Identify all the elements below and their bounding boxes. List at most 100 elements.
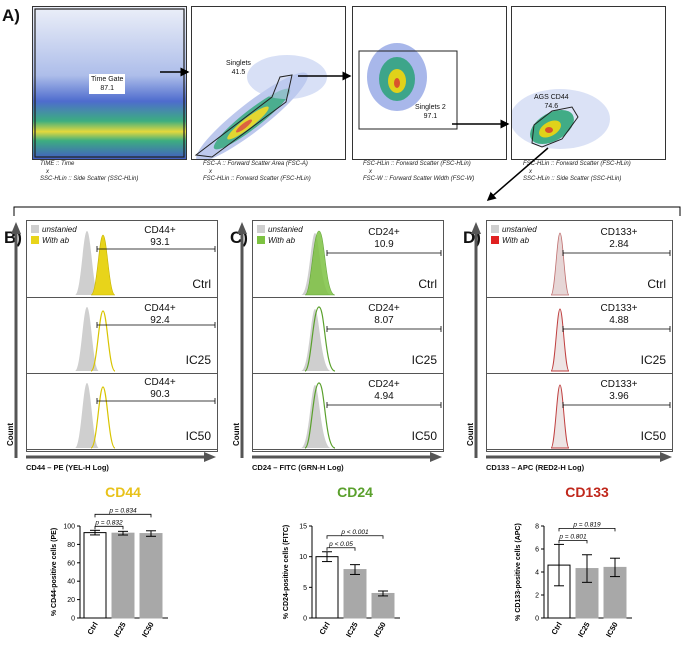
cd24-bar-ctrl (315, 556, 339, 619)
cd44-bar-ic25 (111, 532, 135, 619)
cd44-sig-bracket (94, 525, 124, 530)
singlets2-gate-label: Singlets 2 97.1 (415, 104, 446, 120)
cd133-bar-chart: 0 2 4 6 8 % CD133-positive cells (APC) Ctrl IC2… (515, 521, 632, 639)
cd44-y-tick-label: 80 (67, 542, 75, 549)
time-gate-scatter (33, 7, 186, 159)
cd133-ic50-condition: IC50 (640, 429, 666, 443)
singlets2-axis-caption: FSC-HLin :: Forward Scatter (FSC-HLin) x… (363, 161, 475, 182)
cd44-y-tick-label: 20 (67, 597, 75, 604)
singlets-axis-caption: FSC-A :: Forward Scatter Area (FSC-A) x … (203, 161, 311, 182)
cd44-y-tick-label: 40 (67, 579, 75, 586)
cd24-sig-bracket (326, 547, 356, 551)
cd44-y-tick-label: 100 (63, 524, 75, 531)
cd24-bar-ic25 (343, 569, 367, 619)
cd133-category-label: IC25 (576, 621, 592, 639)
cd24-bar-ic50 (371, 592, 395, 619)
cd44-ic50-condition: IC50 (185, 429, 211, 443)
ags-cd44-dotplot: AGS CD44 74.6 (511, 6, 666, 160)
cd24-histogram-curves (301, 230, 442, 449)
ags-cd44-axis-caption: FSC-HLin :: Forward Scatter (FSC-HLin) x… (523, 161, 631, 182)
cd44-category-label: IC25 (112, 621, 128, 639)
cd133-ic50-gate: CD133+ 3.96 (600, 379, 638, 402)
cd133-y-tick-label: 4 (535, 570, 539, 577)
cd44-histogram-curves (75, 231, 216, 449)
cd24-ctrl-gate: CD24+ 10.9 (368, 227, 400, 250)
cd44-y-tick-label: 0 (71, 616, 75, 623)
cd44-count-arrow (11, 222, 21, 458)
time-gate-dotplot: Time Gate 87.1 (32, 6, 187, 160)
cd133-y-tick-label: 2 (535, 593, 539, 600)
cd44-x-arrow (26, 452, 216, 462)
cd44-ctrl-gate: CD44+ 93.1 (144, 225, 176, 248)
cd44-histogram-frame: unstanied With ab CD44+ 93.1 Ctrl CD44+ 92… (26, 220, 218, 452)
cd44-ctrl-condition: Ctrl (192, 277, 211, 291)
cd133-category-label: IC50 (604, 621, 620, 639)
cd133-y-tick-label: 8 (535, 524, 539, 531)
cd44-sig-bracket (94, 513, 152, 518)
cd24-ic25-condition: IC25 (411, 353, 437, 367)
cd133-y-tick-label: 6 (535, 547, 539, 554)
cd24-sig-bracket (326, 535, 384, 539)
cd133-bar-title: CD133 (565, 484, 609, 500)
cd133-legend: unstanied With ab (491, 224, 537, 246)
singlets-gate-label: Singlets 41.5 (226, 60, 251, 76)
cd44-bar-chart: 0 20 40 60 80 100 % CD44-positive cells (PE) Ct… (51, 507, 168, 639)
cd24-ic50-gate: CD24+ 4.94 (368, 379, 400, 402)
cd133-y-tick-label: 0 (535, 616, 539, 623)
cd133-x-label: CD133 – APC (RED2-H Log) (486, 463, 585, 472)
cd133-ic25-row: CD133+ 4.88 IC25 (487, 297, 672, 374)
cd24-ctrl-peaks (301, 230, 336, 296)
cd133-ctrl-row: unstanied With ab CD133+ 2.84 Ctrl (487, 221, 672, 298)
cd24-histogram-frame: unstanied With ab CD24+ 10.9 Ctrl CD24+ 8.… (252, 220, 444, 452)
cd24-ic50-row: CD24+ 4.94 IC50 (253, 373, 443, 450)
panel-a-letter: A) (2, 6, 20, 25)
cd24-bar-title: CD24 (337, 484, 373, 500)
cd44-ic50-row: CD44+ 90.3 IC50 (27, 373, 217, 450)
cd133-ic25-condition: IC25 (640, 353, 666, 367)
cd24-ctrl-row: unstanied With ab CD24+ 10.9 Ctrl (253, 221, 443, 298)
cd24-ic25-gate: CD24+ 8.07 (368, 303, 400, 326)
cd24-ic50-peaks (301, 382, 336, 449)
cd133-count-arrow (471, 222, 481, 458)
cd44-y-tick-label: 60 (67, 560, 75, 567)
cd24-ic25-peaks (301, 306, 336, 372)
cd44-ic25-peaks (75, 307, 116, 372)
cd44-bar-title: CD44 (105, 484, 141, 500)
cd133-sig-bracket (558, 540, 588, 544)
cd44-legend: unstanied With ab (31, 224, 77, 246)
cd24-p-value: p < 0.05 (328, 541, 353, 548)
cd44-ic25-gate: CD44+ 92.4 (144, 303, 176, 326)
cd24-y-tick-label: 15 (299, 524, 307, 531)
time-gate-axis-caption: TIME :: Time x SSC-HLin :: Side Scatter … (40, 161, 139, 182)
cd133-p-value: p = 0.819 (572, 521, 601, 528)
cd44-ctrl-row: unstanied With ab CD44+ 93.1 Ctrl (27, 221, 217, 298)
cd133-p-value: p = 0.801 (558, 533, 587, 540)
cd133-ctrl-condition: Ctrl (647, 277, 666, 291)
cd24-y-tick-label: 0 (303, 616, 307, 623)
cd24-bar-chart: 0 5 10 15 % CD24-positive cells (FITC) Ctrl IC… (283, 524, 400, 639)
cd24-category-label: IC50 (372, 621, 388, 639)
arrow-4 (486, 147, 549, 201)
cd24-x-arrow (252, 452, 442, 462)
singlets-dotplot: Singlets 41.5 (191, 6, 346, 160)
time-gate-label: Time Gate 87.1 (89, 74, 126, 94)
cd133-ic50-row: CD133+ 3.96 IC50 (487, 373, 672, 450)
singlets2-scatter (358, 43, 458, 130)
cd133-ic25-gate: CD133+ 4.88 (600, 303, 638, 326)
cd44-y-label: % CD44-positive cells (PE) (51, 528, 58, 616)
cd24-y-label: % CD24-positive cells (FITC) (283, 525, 290, 620)
cd133-ic50-peaks (550, 384, 570, 449)
cd44-p-value: p = 0.834 (108, 507, 137, 514)
cd133-x-arrow (486, 452, 672, 462)
cd133-ic25-peaks (550, 308, 570, 372)
cd24-count-arrow (237, 222, 247, 458)
ags-cd44-scatter (512, 89, 610, 149)
cd133-category-label: Ctrl (549, 621, 563, 637)
cd24-p-value: p < 0.001 (340, 529, 369, 536)
cd44-bar-ctrl (83, 532, 107, 619)
cd44-x-label: CD44 – PE (YEL-H Log) (26, 463, 109, 472)
cd44-category-label: IC50 (140, 621, 156, 639)
cd44-bar-ic50 (139, 533, 163, 619)
cd44-p-value: p = 0.832 (94, 519, 123, 526)
panel-a-arrows (13, 67, 681, 216)
